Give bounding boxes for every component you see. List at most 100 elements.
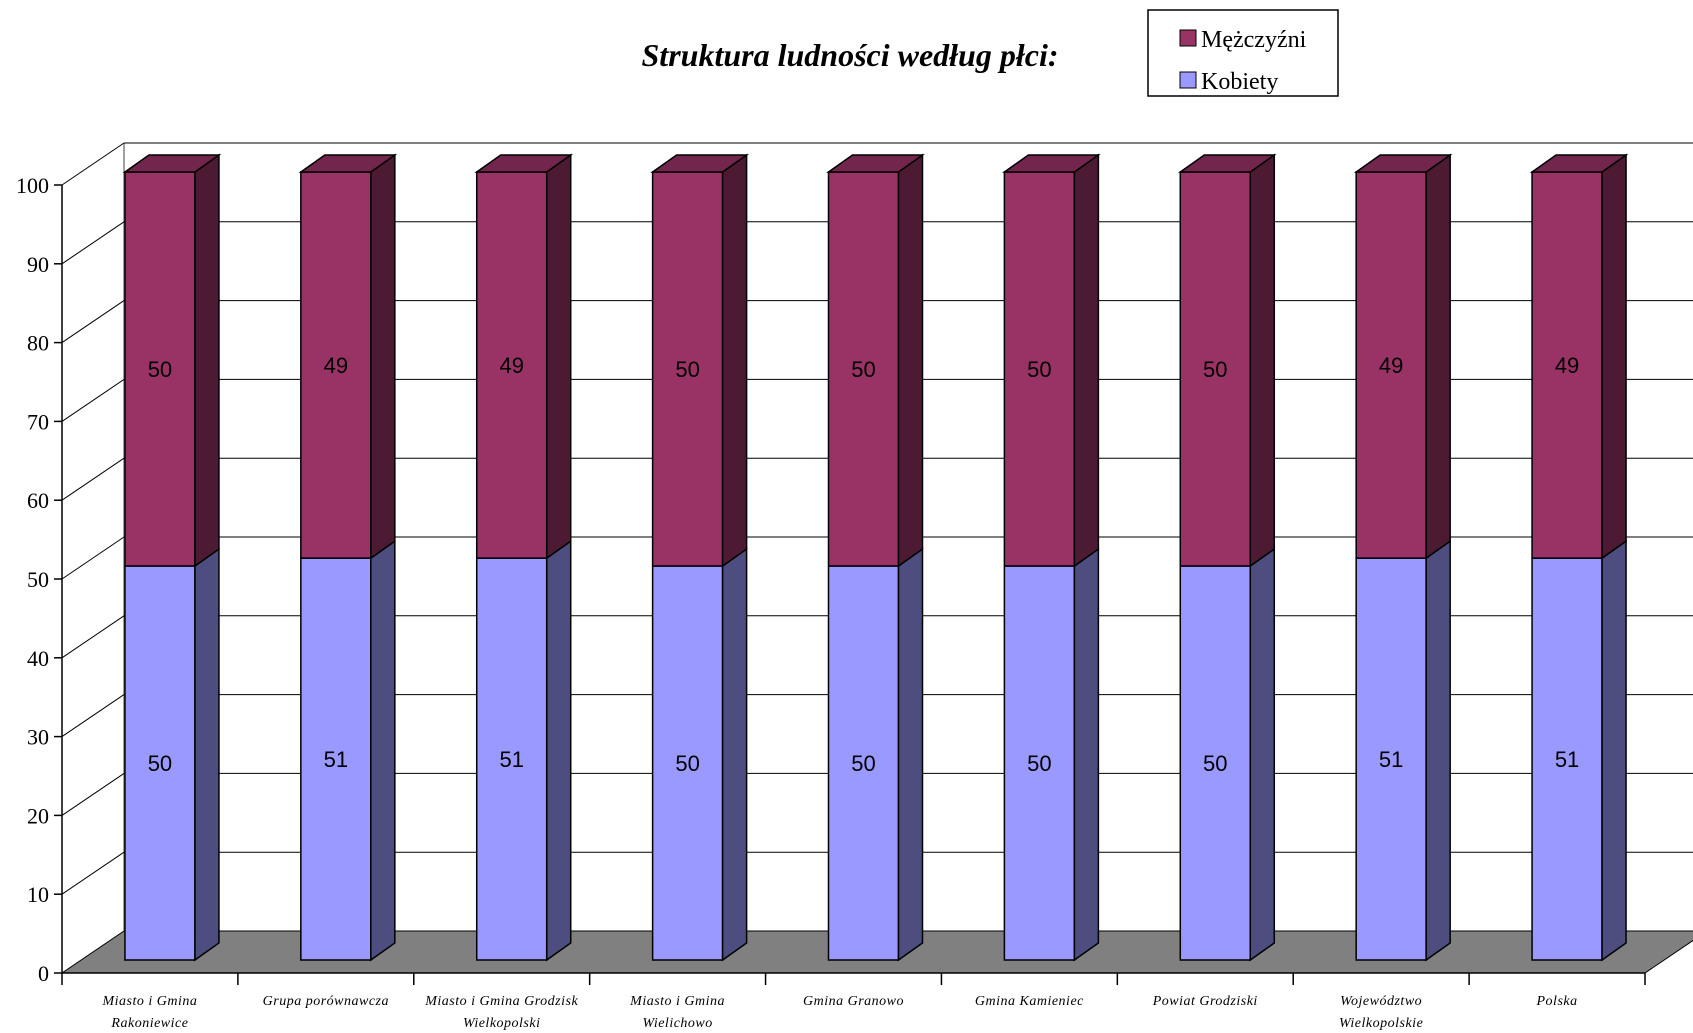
- y-tick-label: 30: [27, 725, 49, 750]
- bar-side: [1601, 153, 1627, 560]
- gridline-side: [61, 694, 125, 738]
- bar-side: [370, 153, 396, 560]
- gridline-side: [61, 615, 125, 659]
- bar-top: [826, 154, 925, 173]
- bar-side: [1249, 547, 1276, 962]
- gridline-side: [61, 142, 125, 186]
- bar-group: 50 50: [122, 153, 222, 962]
- bar-side: [370, 539, 396, 962]
- bar-kobiety: [1355, 557, 1427, 961]
- x-tick-label: Gmina Kamieniec: [975, 994, 1084, 1009]
- bar-top: [122, 154, 222, 173]
- bar-side: [1601, 539, 1627, 962]
- bar-kobiety: [651, 565, 724, 961]
- bar-side: [1249, 153, 1276, 568]
- data-label: 50: [148, 751, 172, 776]
- data-label: 51: [1379, 747, 1403, 772]
- bar-side: [897, 153, 924, 568]
- y-tick-label: 60: [27, 488, 49, 513]
- x-tick-label: Miasto i Gmina Grodzisk: [424, 994, 578, 1009]
- x-tick-label: Miasto i Gmina: [629, 994, 725, 1009]
- legend-swatch: [1179, 71, 1197, 89]
- bar-group: 51 49: [1529, 153, 1629, 962]
- data-label: 50: [1203, 751, 1227, 776]
- data-label: 51: [1555, 747, 1579, 772]
- legend-swatch: [1179, 29, 1197, 47]
- bar-kobiety: [1003, 565, 1076, 961]
- bar-side: [545, 153, 572, 560]
- bar-top: [1353, 154, 1453, 173]
- bar-top: [1529, 154, 1629, 173]
- bar-side: [194, 153, 220, 568]
- x-tick-label: Polska: [1536, 994, 1578, 1009]
- bar-kobiety: [1179, 565, 1252, 961]
- y-tick-label: 100: [16, 173, 49, 198]
- bar-mężczyźni: [1531, 171, 1603, 559]
- y-tick-label: 40: [27, 646, 49, 671]
- bar-group: 50 50: [826, 153, 925, 962]
- y-tick-label: 90: [27, 252, 49, 277]
- x-tick-label: Powiat Grodziski: [1152, 994, 1258, 1009]
- x-tick-label: Województwo: [1340, 994, 1422, 1009]
- gridline-side: [61, 378, 125, 422]
- bar-kobiety: [300, 557, 372, 961]
- gridline-side: [61, 536, 125, 580]
- data-label: 50: [1203, 357, 1227, 382]
- data-label: 50: [148, 357, 172, 382]
- bar-mężczyźni: [1003, 171, 1076, 567]
- bar-kobiety: [475, 557, 548, 961]
- data-label: 49: [1379, 353, 1403, 378]
- data-label: 49: [324, 353, 348, 378]
- y-tick-label: 20: [27, 803, 49, 828]
- bar-top: [298, 154, 398, 173]
- y-tick-label: 70: [27, 409, 49, 434]
- gridline-side: [61, 772, 125, 816]
- bar-side: [897, 547, 924, 962]
- bar-top: [650, 154, 749, 173]
- bar-mężczyźni: [1355, 171, 1427, 559]
- gridline-side: [61, 457, 125, 501]
- data-label: 51: [499, 747, 523, 772]
- bar-group: 50 50: [1177, 153, 1277, 962]
- gridline-side: [61, 851, 125, 895]
- legend-label: Mężczyźni: [1201, 27, 1307, 53]
- data-label: 50: [1027, 357, 1051, 382]
- data-label: 50: [675, 751, 699, 776]
- bar-mężczyźni: [827, 171, 900, 567]
- data-label: 50: [1027, 751, 1051, 776]
- y-tick-label: 0: [38, 961, 49, 986]
- data-label: 49: [1555, 353, 1579, 378]
- data-label: 49: [499, 353, 523, 378]
- data-label: 50: [851, 357, 875, 382]
- x-tick-label: Wielkopolskie: [1339, 1016, 1423, 1031]
- gridline-side: [61, 221, 125, 265]
- plot-area: 0 10 20 30 40 50 60 70 80 90 100 50 50 Miasto i Gmina…: [16, 142, 1693, 1031]
- x-tick-label: Grupa porównawcza: [263, 994, 389, 1009]
- x-tick-label: Gmina Granowo: [803, 994, 904, 1009]
- y-tick-label: 50: [27, 567, 49, 592]
- bar-group: 50 50: [1002, 153, 1101, 962]
- bar-side: [721, 547, 748, 962]
- bar-kobiety: [827, 565, 900, 961]
- bar-group: 51 49: [298, 153, 398, 962]
- bar-side: [721, 153, 748, 568]
- bar-top: [1002, 154, 1101, 173]
- y-tick-label: 80: [27, 331, 49, 356]
- bar-mężczyźni: [651, 171, 724, 567]
- legend-label: Kobiety: [1201, 69, 1278, 95]
- bar-group: 51 49: [1353, 153, 1453, 962]
- data-label: 50: [851, 751, 875, 776]
- bar-top: [1177, 154, 1277, 173]
- y-tick-label: 10: [27, 882, 49, 907]
- legend: Mężczyźni Kobiety: [1147, 9, 1339, 97]
- gridline-side: [61, 300, 125, 344]
- x-tick-label: Wielkopolski: [463, 1016, 541, 1031]
- chart-title: Struktura ludności według płci:: [642, 37, 1059, 73]
- bar-side: [1073, 547, 1100, 962]
- bar-side: [194, 547, 220, 962]
- data-label: 50: [675, 357, 699, 382]
- bar-side: [545, 539, 572, 962]
- bar-group: 51 49: [474, 153, 574, 962]
- bar-top: [474, 154, 574, 173]
- data-label: 51: [324, 747, 348, 772]
